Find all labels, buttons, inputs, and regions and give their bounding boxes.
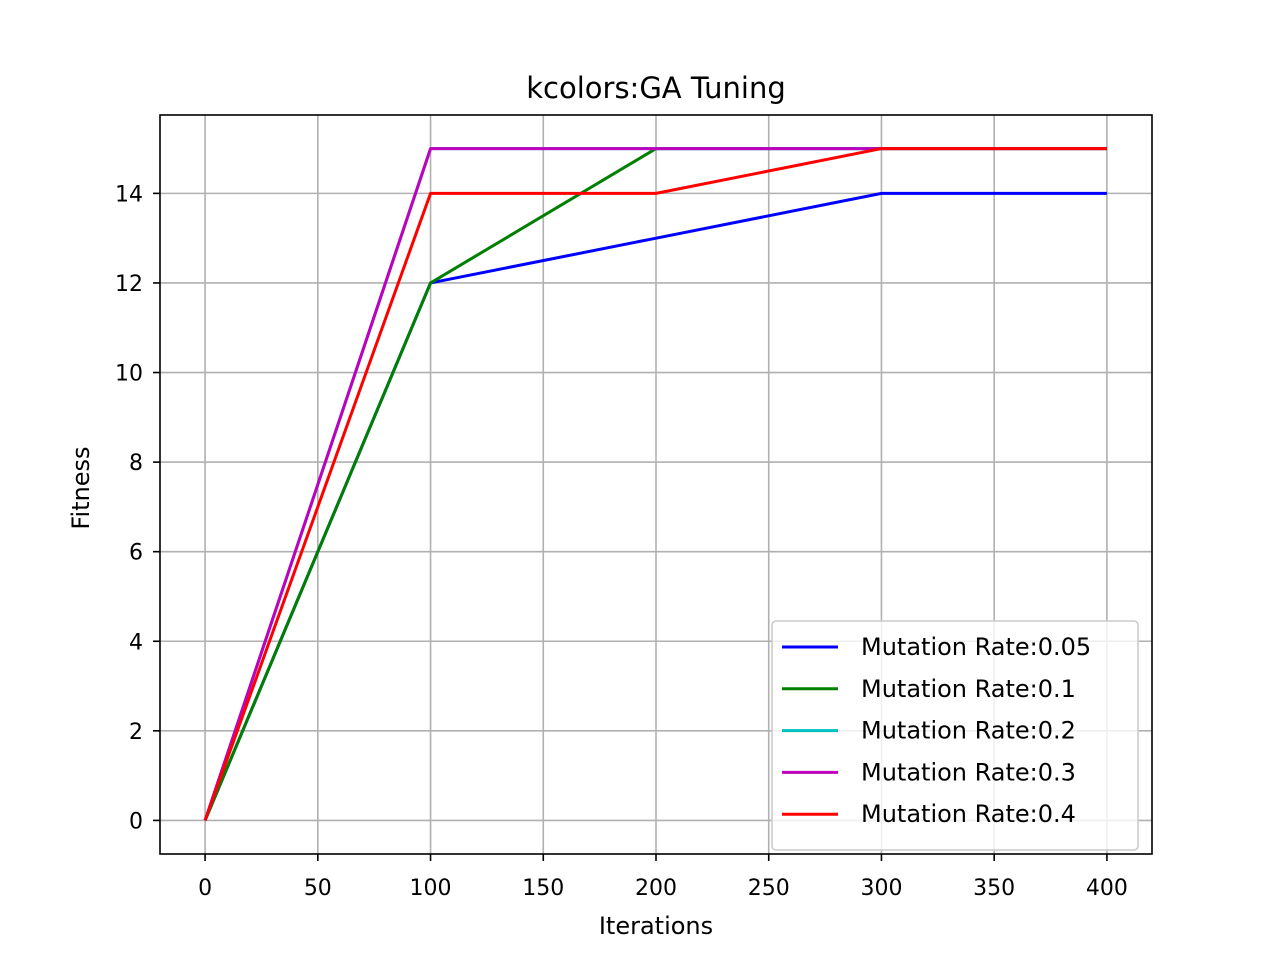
y-tick-label: 4 [129, 630, 143, 655]
x-tick-label: 400 [1086, 876, 1128, 901]
x-tick-label: 50 [304, 876, 332, 901]
legend: Mutation Rate:0.05 Mutation Rate:0.1 Mutat… [771, 620, 1139, 851]
y-tick-label: 2 [129, 720, 143, 745]
x-tick-label: 250 [748, 876, 790, 901]
legend-box [771, 620, 1139, 851]
x-tick-label: 300 [860, 876, 902, 901]
series-lines [203, 147, 1107, 821]
legend-label: Mutation Rate:0.05 [861, 633, 1091, 661]
chart-title: kcolors:GA Tuning [526, 71, 786, 105]
y-tick-label: 0 [129, 809, 143, 834]
y-axis-label: Fitness [67, 446, 95, 529]
legend-label: Mutation Rate:0.3 [861, 758, 1076, 786]
x-axis-ticks: 0 50 100 150 200 250 300 350 400 [198, 854, 1128, 901]
x-axis-label: Iterations [599, 912, 713, 940]
legend-label: Mutation Rate:0.4 [861, 800, 1076, 828]
y-tick-label: 10 [115, 362, 143, 387]
x-tick-label: 200 [635, 876, 677, 901]
x-tick-label: 100 [410, 876, 452, 901]
x-tick-label: 150 [522, 876, 564, 901]
x-tick-label: 0 [198, 876, 212, 901]
y-axis-ticks: 0 2 4 6 8 10 12 14 [115, 182, 160, 834]
series-line-4 [203, 147, 1107, 821]
legend-label: Mutation Rate:0.2 [861, 717, 1076, 745]
y-tick-label: 14 [115, 182, 143, 207]
y-tick-label: 8 [129, 451, 143, 476]
y-tick-label: 12 [115, 272, 143, 297]
legend-label: Mutation Rate:0.1 [861, 675, 1076, 703]
y-tick-label: 6 [129, 541, 143, 566]
x-tick-label: 350 [973, 876, 1015, 901]
